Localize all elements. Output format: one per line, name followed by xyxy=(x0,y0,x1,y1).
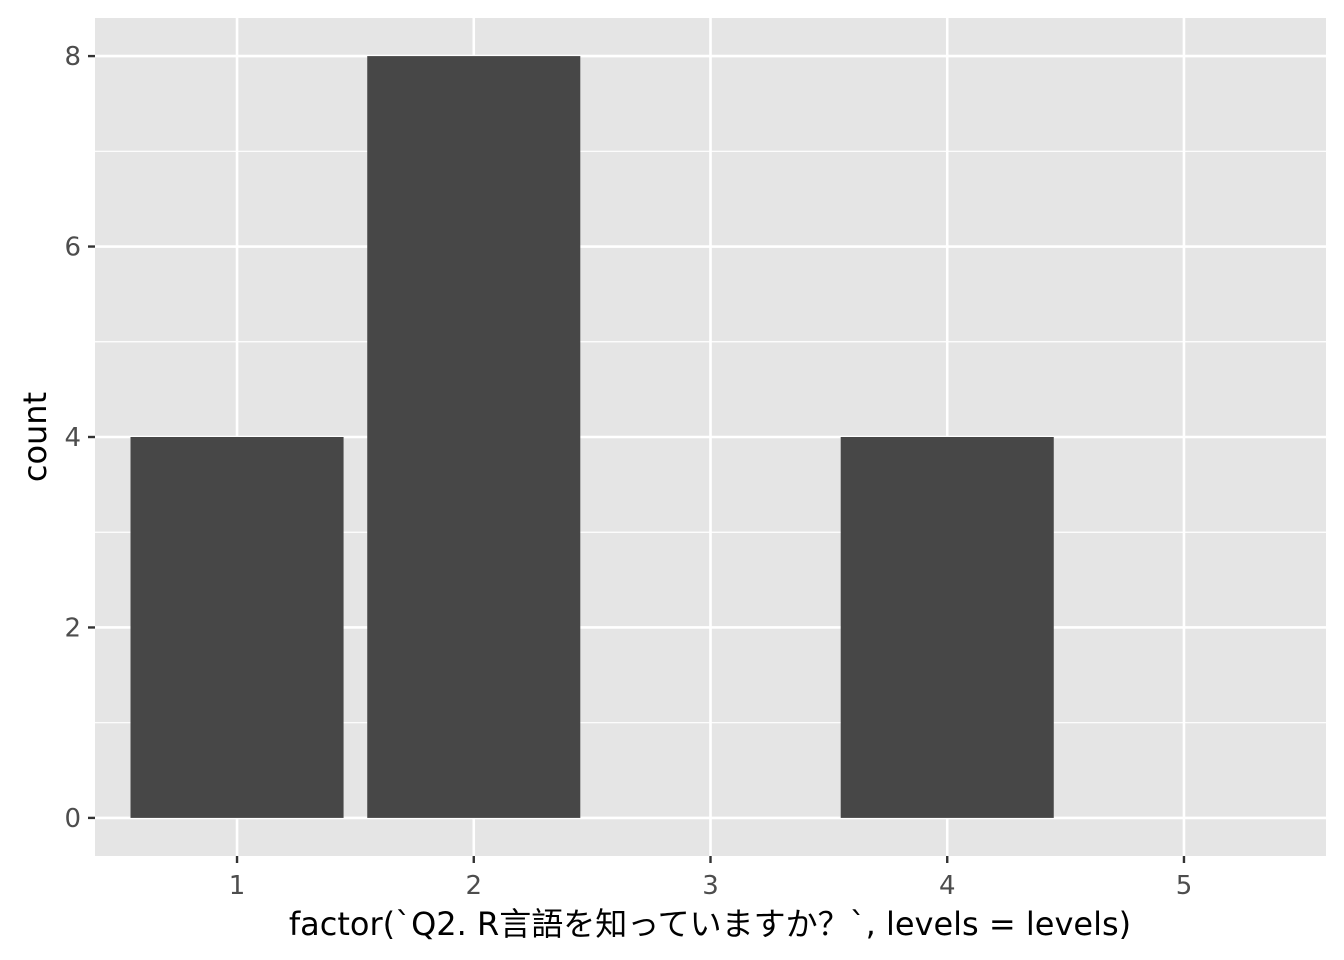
x-tick-label: 1 xyxy=(229,871,246,901)
bar-1 xyxy=(130,437,344,818)
y-tick-label: 6 xyxy=(64,233,81,263)
y-tick-label: 4 xyxy=(64,423,81,453)
y-axis: 0 2 4 6 8 xyxy=(64,42,95,834)
bar-4 xyxy=(840,437,1054,818)
x-axis: 1 2 3 4 5 xyxy=(229,856,1192,901)
x-tick-label: 3 xyxy=(702,871,719,901)
y-tick-label: 0 xyxy=(64,804,81,834)
x-axis-title: factor(`Q2. R言語を知っていますか？`, levels = leve… xyxy=(289,905,1131,943)
x-tick-label: 4 xyxy=(939,871,956,901)
y-axis-title: count xyxy=(16,392,54,482)
bars xyxy=(130,56,1054,818)
x-tick-label: 2 xyxy=(465,871,482,901)
x-tick-label: 5 xyxy=(1176,871,1193,901)
y-tick-label: 8 xyxy=(64,42,81,72)
y-tick-label: 2 xyxy=(64,613,81,643)
bar-2 xyxy=(367,56,581,818)
